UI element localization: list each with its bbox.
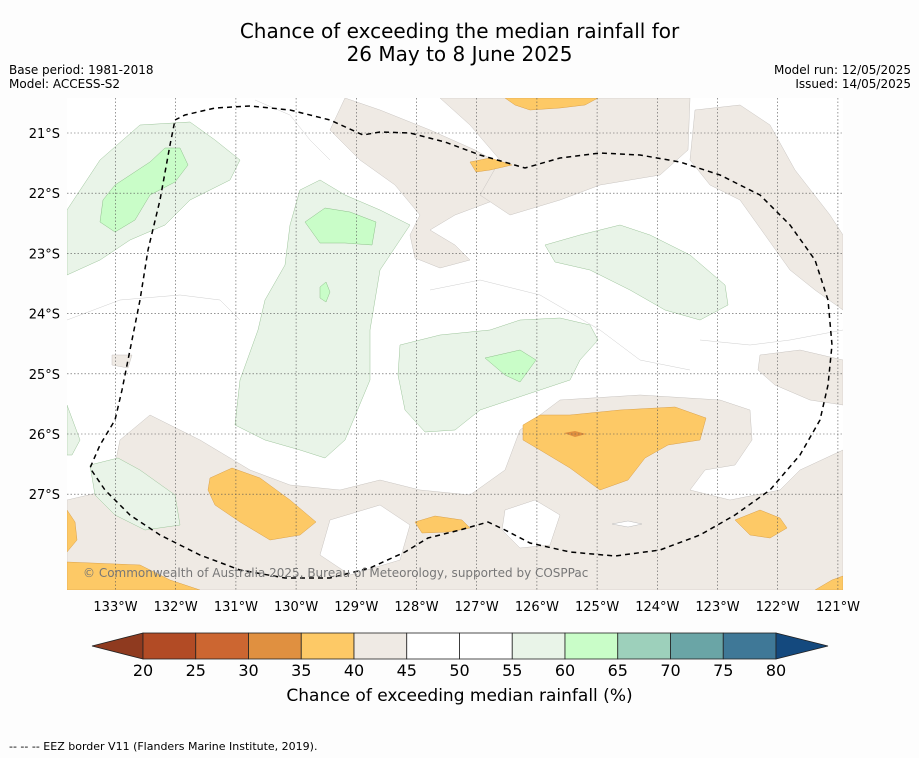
contour-60-right-mid [544,224,729,321]
contour-50-hole-bottom [501,499,561,549]
meta-right: Model run: 12/05/2025 Issued: 14/05/2025 [774,63,911,91]
colorbar-segment [142,632,197,660]
contour-50-hole-bottom-2 [319,504,411,576]
colorbar-tick-label: 50 [449,661,469,680]
lon-label: 131°W [214,600,258,615]
lon-label: 129°W [334,600,378,615]
lat-label: 21°S [29,127,60,142]
contour-60-center [234,179,411,459]
contour-40-top [504,98,599,111]
lat-labels: 21°S 22°S 23°S 24°S 25°S 26°S 27°S [29,127,60,503]
lon-label: 128°W [394,600,438,615]
colorbar-segment [195,632,249,660]
contour-60-left [67,121,241,276]
contour-40-bottom-right [814,575,843,590]
colorbar-tick-label: 30 [238,661,258,680]
lon-label: 130°W [274,600,318,615]
colorbar-segment [511,632,566,660]
colorbar-high-arrow [775,632,829,660]
colorbar-segment [353,632,408,660]
model-run-label: Model run: 12/05/2025 [773,63,911,77]
lon-label: 127°W [455,600,499,615]
lat-label: 22°S [29,187,60,202]
lon-label: 133°W [93,600,137,615]
contour-40-right-bottom [734,509,788,539]
colorbar-segment [300,632,355,660]
contour-50-spot [611,520,643,528]
map-title: Chance of exceeding the median rainfall … [0,20,919,66]
contour-line-2 [429,279,691,371]
colorbar-tick-label: 35 [291,661,311,680]
lon-labels: 133°W 132°W 131°W 130°W 129°W 128°W 127°W 126°W… [93,600,860,615]
graticule [67,98,843,590]
lon-label: 132°W [154,600,198,615]
title-line-1: Chance of exceeding the median rainfall … [239,19,680,43]
contour-40-left-edge [67,509,78,553]
colorbar-segment [459,632,513,660]
contour-65-small [319,281,331,303]
contour-40-small-top [469,157,513,173]
copyright-text: © Commonwealth of Australia 2025, Bureau… [83,566,588,580]
contour-layers [67,98,843,590]
lat-label: 23°S [29,247,60,262]
lat-label: 27°S [29,488,60,503]
colorbar-tick-label: 40 [344,661,364,680]
colorbar-ticks: 20 25 30 35 40 45 50 55 60 65 70 75 80 [133,661,786,680]
lat-label: 26°S [29,428,60,443]
issued-label: Issued: 14/05/2025 [795,77,911,91]
colorbar-tick-label: 60 [555,661,575,680]
contour-45-top-center-2 [439,98,691,216]
model-label: Model: ACCESS-S2 [9,77,121,91]
colorbar-tick-label: 70 [660,661,680,680]
colorbar-segment [722,632,777,660]
contour-40-right-center [522,406,707,491]
colorbar-segment [670,632,724,660]
contour-45-right-mid [757,349,843,406]
contour-45-top-center [329,98,521,269]
contour-65-center [304,207,377,246]
colorbar-tick-label: 45 [397,661,417,680]
base-period-label: Base period: 1981-2018 [9,63,154,77]
colorbar-tick-label: 20 [133,661,153,680]
contour-line-1 [67,294,241,321]
contour-line-3 [699,329,843,346]
lon-label: 121°W [816,600,860,615]
contour-40-bottom-left [67,561,201,590]
contour-60-left-edge [67,404,81,456]
contour-40-bottom-center [414,515,471,534]
lon-label: 124°W [635,600,679,615]
lat-label: 25°S [29,368,60,383]
colorbar-tick-label: 65 [608,661,628,680]
colorbar [91,632,829,660]
contour-60-center-right [397,317,599,433]
footer-note: -- -- -- EEZ border V11 (Flanders Marine… [9,740,318,753]
contour-45-right [689,104,843,311]
colorbar-segment [248,632,302,660]
meta-left: Base period: 1981-2018 Model: ACCESS-S2 [9,63,154,91]
colorbar-tick-label: 80 [766,661,786,680]
colorbar-low-arrow [91,632,144,660]
title-line-2: 26 May to 8 June 2025 [346,42,573,66]
colorbar-tick-label: 25 [186,661,206,680]
lon-label: 126°W [515,600,559,615]
colorbar-segment [564,632,619,660]
contour-40-left-bottom [207,467,317,541]
lon-label: 123°W [695,600,739,615]
colorbar-segment [406,632,460,660]
lon-label: 125°W [575,600,619,615]
colorbar-tick-label: 55 [502,661,522,680]
colorbar-segment [617,632,671,660]
lon-label: 122°W [756,600,800,615]
lat-label: 24°S [29,308,60,323]
colorbar-label: Chance of exceeding median rainfall (%) [286,686,633,706]
colorbar-tick-label: 75 [713,661,733,680]
